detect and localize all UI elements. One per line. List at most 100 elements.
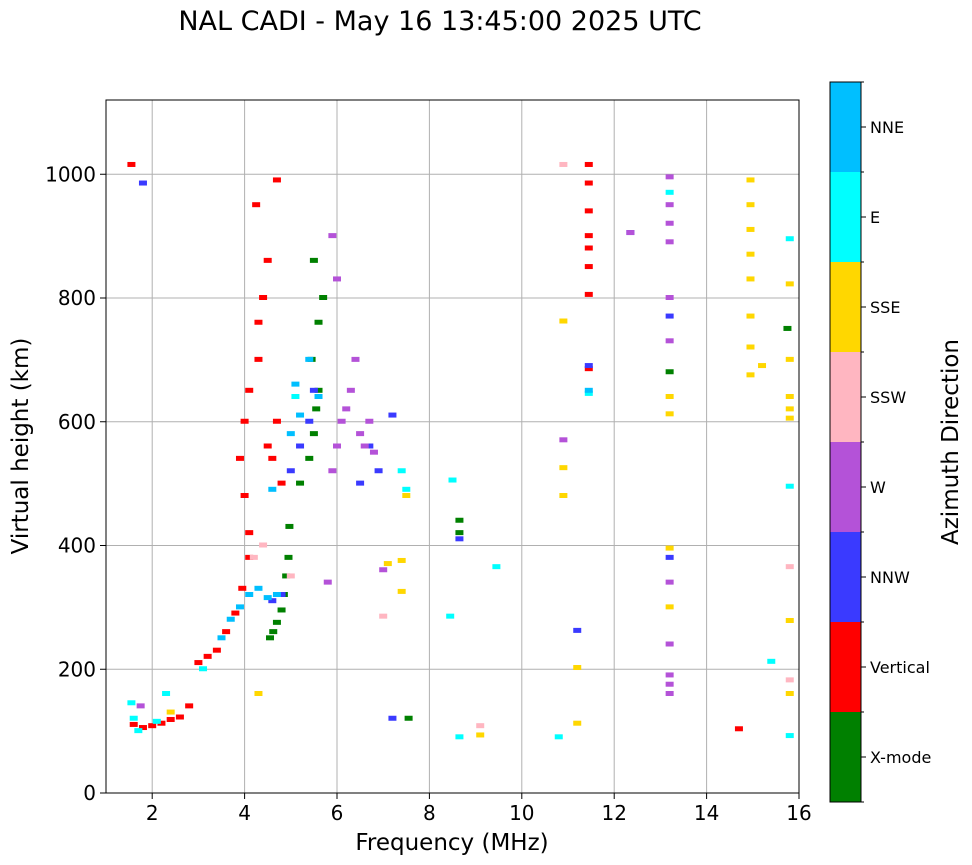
point-w [665,672,674,678]
point-nne [291,381,300,387]
point-ssw [286,573,295,579]
point-sse [559,318,568,324]
point-vertical [175,714,184,720]
point-w [665,579,674,585]
point-x-mode [272,619,281,625]
point-e [767,658,776,664]
point-nnw [356,480,365,486]
point-vertical [584,161,593,167]
point-w [342,406,351,412]
point-sse [559,493,568,498]
y-tick-label: 800 [58,286,96,310]
point-vertical [252,202,261,208]
point-sse [397,588,406,594]
point-w [365,418,374,424]
point-sse [785,406,794,412]
point-sse [785,617,794,623]
x-tick-label: 16 [786,801,811,825]
point-sse [559,465,568,471]
colorbar: X-mode Vertical NNW W SSW SSE E NNE [829,81,931,803]
point-nnw [365,443,374,449]
point-e [397,468,406,474]
point-vertical [584,291,593,297]
point-nnw [388,412,397,418]
point-nne [286,431,295,437]
y-tick-label: 1000 [45,162,96,186]
colorbar-segment [830,622,861,712]
y-axis-label: Virtual height (km) [8,338,34,555]
point-w [360,443,369,449]
point-e [134,728,143,734]
point-w [665,691,674,696]
point-e [162,691,171,696]
point-sse [785,281,794,287]
point-e [785,733,794,739]
point-sse [785,356,794,362]
colorbar-segment [830,262,861,352]
point-vertical [272,418,281,424]
point-ssw [379,613,388,619]
point-nnw [277,592,286,597]
point-w [665,295,674,300]
point-vertical [245,387,254,393]
point-nnw [268,598,277,604]
point-vertical [240,418,249,424]
point-w [665,338,674,344]
y-tick-label: 200 [58,657,96,681]
point-vertical [185,703,194,709]
point-sse [746,276,755,282]
point-w [333,276,341,282]
point-x-mode [284,554,293,560]
point-vertical [263,257,272,263]
x-tick-label: 14 [694,801,719,825]
point-vertical [259,295,268,300]
point-nnw [286,468,295,474]
point-vertical [272,177,281,183]
colorbar-tick-label: NNE [870,118,904,137]
point-e [402,486,411,492]
point-nnw [455,536,464,542]
point-sse [785,415,794,421]
point-x-mode [285,523,294,529]
point-e [665,189,674,195]
point-e [199,666,208,672]
point-vertical [263,443,272,449]
point-w [346,387,355,393]
point-vertical [166,716,175,722]
y-tick-label: 600 [58,410,96,434]
point-e [127,700,136,706]
point-vertical [734,726,743,732]
point-vertical [584,208,593,214]
point-vertical [194,660,203,666]
point-sse [402,493,411,498]
point-sse [476,732,485,738]
x-tick-label: 6 [331,801,344,825]
point-vertical [127,161,136,167]
point-nne [268,486,277,492]
point-sse [573,665,582,671]
point-w [665,239,674,245]
point-nne [254,585,263,591]
point-nne [296,412,305,418]
point-x-mode [309,431,318,437]
point-sse [758,363,767,369]
point-w [665,220,674,226]
colorbar-segment [830,442,861,532]
point-x-mode [312,406,321,412]
y-tick-label: 400 [58,534,96,558]
point-vertical [212,647,221,653]
x-tick-label: 12 [601,801,626,825]
x-tick-label: 8 [423,801,436,825]
point-nnw [665,313,674,319]
point-e [152,718,161,724]
point-w [328,233,337,239]
colorbar-tick-label: W [870,478,886,497]
colorbar-segment [830,532,861,622]
point-sse [383,561,392,567]
point-vertical [238,585,247,591]
point-ssw [559,161,568,167]
point-sse [665,394,674,399]
point-x-mode [783,325,792,331]
point-w [337,418,346,424]
